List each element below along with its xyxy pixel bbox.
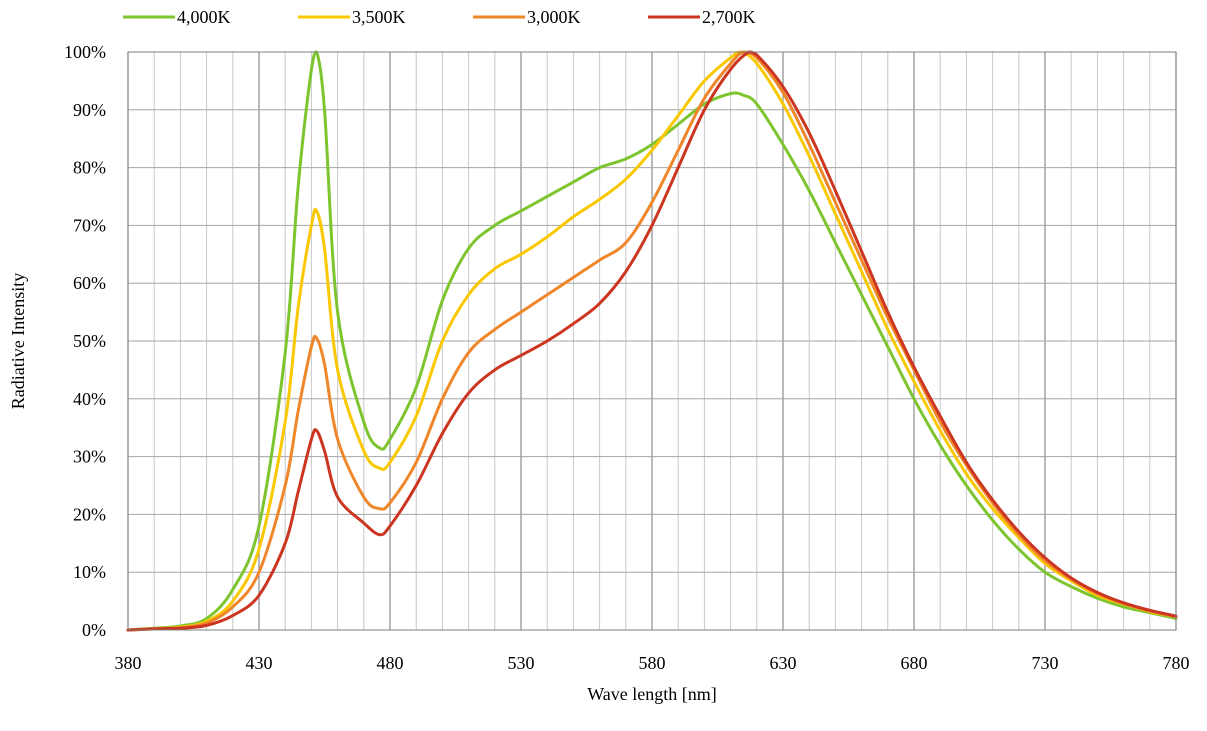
legend: 4,000K 3,500K 3,000K 2,700K — [123, 7, 756, 27]
x-axis-ticks: 380 430 480 530 580 630 680 730 780 — [115, 653, 1190, 673]
x-tick-label: 580 — [639, 653, 666, 673]
y-tick-label: 80% — [73, 158, 106, 178]
series-line — [126, 50, 1178, 632]
y-tick-label: 100% — [64, 42, 106, 62]
x-tick-label: 480 — [377, 653, 404, 673]
y-tick-label: 70% — [73, 215, 106, 235]
y-tick-label: 90% — [73, 100, 106, 120]
x-tick-label: 780 — [1163, 653, 1190, 673]
legend-label: 3,500K — [352, 7, 406, 27]
plot-area-border — [127, 51, 1177, 631]
legend-label: 4,000K — [177, 7, 231, 27]
y-tick-label: 10% — [73, 562, 106, 582]
y-axis-ticks: 0% 10% 20% 30% 40% 50% 60% 70% 80% 90% 100% — [64, 42, 106, 640]
x-tick-label: 380 — [115, 653, 142, 673]
series-line — [126, 50, 1178, 632]
series-line — [126, 50, 1178, 632]
y-tick-label: 30% — [73, 447, 106, 467]
y-tick-label: 40% — [73, 389, 106, 409]
y-tick-label: 60% — [73, 273, 106, 293]
x-tick-label: 430 — [246, 653, 273, 673]
x-tick-label: 730 — [1032, 653, 1059, 673]
y-tick-label: 20% — [73, 504, 106, 524]
legend-label: 2,700K — [702, 7, 756, 27]
y-tick-label: 50% — [73, 331, 106, 351]
x-tick-label: 630 — [770, 653, 797, 673]
series-line — [126, 50, 1178, 632]
y-tick-label: 0% — [82, 620, 106, 640]
series-lines — [126, 50, 1178, 632]
x-tick-label: 530 — [508, 653, 535, 673]
x-axis-title: Wave length [nm] — [587, 684, 717, 704]
y-axis-title: Radiative Intensity — [8, 273, 28, 409]
x-tick-label: 680 — [901, 653, 928, 673]
legend-label: 3,000K — [527, 7, 581, 27]
